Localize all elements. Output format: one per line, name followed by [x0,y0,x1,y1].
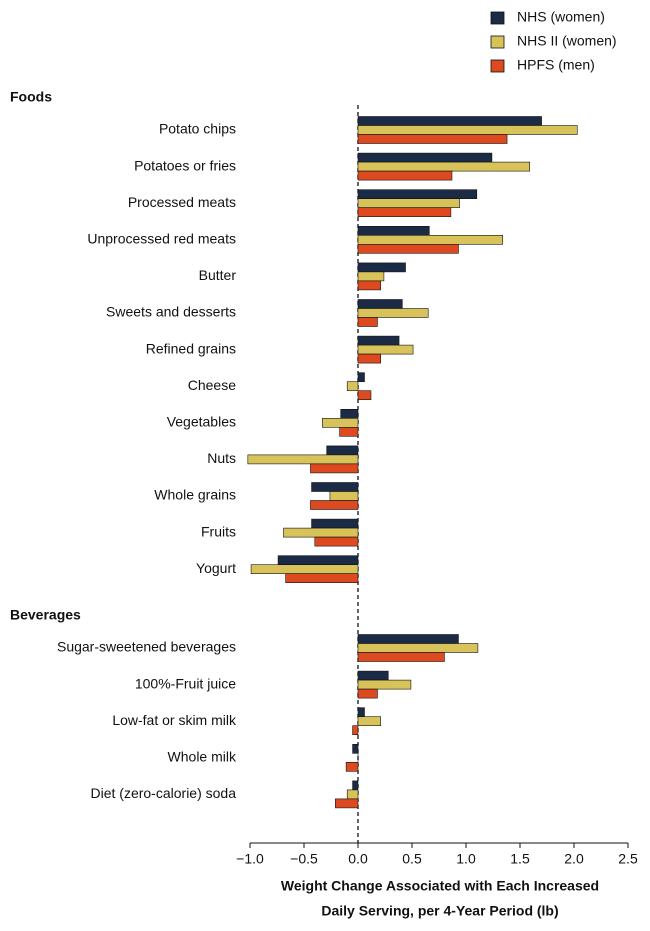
bar [357,271,385,282]
legend-swatch [490,11,505,25]
legend-label: NHS II (women) [517,33,617,49]
bar [357,670,389,681]
bar [357,161,531,172]
bar [357,116,542,126]
bar [357,280,381,291]
category-label: Potatoes or fries [134,157,236,173]
category-label: Yogurt [196,560,236,576]
bar [357,317,378,327]
x-tick-label: −0.5 [290,851,318,867]
bar [357,688,378,699]
x-tick-label: 2.5 [618,851,638,867]
bar [346,381,359,392]
category-label: Whole grains [154,487,236,503]
x-tick-label: 0.0 [348,851,368,867]
category-label: Fruits [201,523,236,539]
bar [357,125,578,135]
bar [283,527,359,538]
group-label: Beverages [10,607,81,623]
bar [340,408,359,419]
bar [357,134,508,144]
category-label: Low-fat or skim milk [112,712,237,728]
category-label: Diet (zero-calorie) soda [91,785,237,801]
legend-label: NHS (women) [517,9,605,25]
bar [357,299,403,309]
bar [357,372,365,383]
bar [357,344,414,355]
category-label: Processed meats [128,194,236,210]
x-tick-label: 2.0 [564,851,584,867]
bar [314,536,359,547]
bar [250,564,359,575]
bar [352,743,359,754]
category-label: Refined grains [146,340,236,356]
bar [311,482,359,492]
bar [352,780,359,791]
bar [322,417,359,428]
category-label: Sugar-sweetened beverages [57,639,236,655]
bar [357,679,412,690]
bar [339,426,359,437]
category-label: Cheese [188,377,236,393]
x-axis-label: Daily Serving, per 4-Year Period (lb) [321,903,558,919]
category-label: Nuts [207,450,236,466]
x-tick-label: 1.0 [456,851,476,867]
category-label: 100%-Fruit juice [135,675,236,691]
x-tick-label: 0.5 [402,851,422,867]
legend-swatch [490,35,505,49]
bar [326,445,359,456]
bar [357,262,406,273]
x-tick-label: −1.0 [236,851,264,867]
category-label: Butter [199,267,237,283]
bar [357,170,453,181]
category-label: Vegetables [167,414,236,430]
bar [357,235,504,245]
bar [357,353,381,364]
bar [277,555,359,566]
category-label: Unprocessed red meats [87,231,236,247]
bar [357,226,430,236]
category-label: Sweets and desserts [106,304,236,320]
bar [357,244,459,254]
bar [357,335,400,346]
bar [357,652,445,662]
bar [311,518,359,529]
bar [247,454,359,465]
bar [310,500,359,510]
bar [357,152,493,163]
x-axis-label: Weight Change Associated with Each Incre… [281,878,599,894]
bar [352,725,359,736]
legend-label: HPFS (men) [517,57,595,73]
bar [346,789,359,800]
category-label: Whole milk [168,749,237,765]
bar [357,707,365,718]
bar [357,207,452,217]
bar [357,634,459,644]
group-label: Foods [10,89,52,105]
category-label: Potato chips [159,121,236,137]
x-tick-label: 1.5 [510,851,530,867]
bar [357,198,460,208]
bar [329,491,359,501]
bar [357,643,479,653]
bar [335,798,359,809]
legend-swatch [490,59,505,73]
bar [345,761,359,772]
bar [357,716,381,727]
bar [285,573,359,584]
bar [357,189,478,199]
bar [357,308,429,318]
bar [310,463,359,474]
bar [357,390,372,401]
